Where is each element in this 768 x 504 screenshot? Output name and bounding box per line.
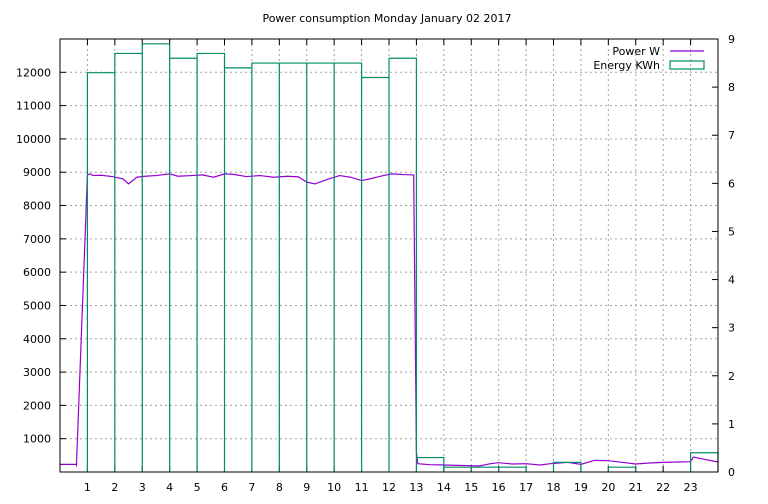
y-right-tick-label: 8 bbox=[728, 81, 735, 94]
x-tick-label: 2 bbox=[111, 481, 118, 494]
x-tick-label: 11 bbox=[355, 481, 369, 494]
y-right-tick-label: 5 bbox=[728, 225, 735, 238]
y-left-tick-label: 7000 bbox=[23, 233, 51, 246]
x-tick-label: 12 bbox=[382, 481, 396, 494]
x-tick-label: 19 bbox=[574, 481, 588, 494]
y-right-tick-label: 1 bbox=[728, 418, 735, 431]
x-tick-label: 6 bbox=[221, 481, 228, 494]
x-tick-label: 13 bbox=[409, 481, 423, 494]
y-left-tick-label: 6000 bbox=[23, 266, 51, 279]
y-right-tick-label: 7 bbox=[728, 129, 735, 142]
y-left-tick-label: 1000 bbox=[23, 433, 51, 446]
x-tick-label: 5 bbox=[194, 481, 201, 494]
legend-label: Energy KWh bbox=[593, 59, 660, 72]
y-right-tick-label: 4 bbox=[728, 274, 735, 287]
y-right-tick-label: 9 bbox=[728, 33, 735, 46]
x-tick-label: 9 bbox=[303, 481, 310, 494]
y-left-tick-label: 12000 bbox=[16, 66, 51, 79]
legend-swatch bbox=[669, 60, 705, 70]
x-tick-label: 7 bbox=[248, 481, 255, 494]
x-tick-label: 1 bbox=[84, 481, 91, 494]
series-energy-line bbox=[86, 43, 719, 472]
y-left-tick-label: 10000 bbox=[16, 133, 51, 146]
y-left-tick-label: 8000 bbox=[23, 200, 51, 213]
y-right-tick-label: 0 bbox=[728, 466, 735, 479]
y-left-tick-label: 11000 bbox=[16, 100, 51, 113]
x-tick-label: 8 bbox=[276, 481, 283, 494]
y-left-tick-label: 4000 bbox=[23, 333, 51, 346]
x-tick-label: 20 bbox=[601, 481, 615, 494]
x-tick-label: 22 bbox=[656, 481, 670, 494]
x-tick-label: 17 bbox=[519, 481, 533, 494]
chart-title: Power consumption Monday January 02 2017 bbox=[262, 12, 511, 25]
plot-frame bbox=[59, 38, 719, 473]
y-left-tick-label: 9000 bbox=[23, 166, 51, 179]
x-tick-label: 16 bbox=[492, 481, 506, 494]
x-tick-label: 14 bbox=[437, 481, 451, 494]
y-right-tick-label: 2 bbox=[728, 370, 735, 383]
y-right-tick-label: 3 bbox=[728, 322, 735, 335]
legend-label: Power W bbox=[612, 45, 660, 58]
x-tick-label: 23 bbox=[684, 481, 698, 494]
y-left-tick-label: 2000 bbox=[23, 399, 51, 412]
x-tick-label: 4 bbox=[166, 481, 173, 494]
x-tick-label: 21 bbox=[629, 481, 643, 494]
x-tick-label: 10 bbox=[327, 481, 341, 494]
x-tick-label: 3 bbox=[139, 481, 146, 494]
series-power-line bbox=[60, 173, 719, 468]
x-tick-label: 18 bbox=[547, 481, 561, 494]
y-left-tick-label: 5000 bbox=[23, 299, 51, 312]
x-tick-label: 15 bbox=[464, 481, 478, 494]
y-right-tick-label: 6 bbox=[728, 177, 735, 190]
y-left-tick-label: 3000 bbox=[23, 366, 51, 379]
